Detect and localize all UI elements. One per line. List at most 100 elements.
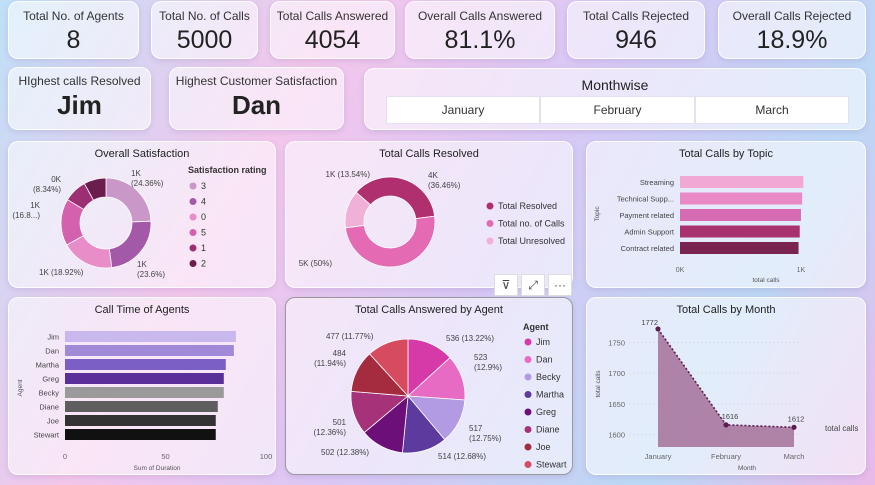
legend-item-agent[interactable]: Greg xyxy=(536,407,556,417)
data-point[interactable] xyxy=(791,424,797,430)
legend-item-rating[interactable]: 5 xyxy=(201,228,206,238)
satisfaction-donut-chart: 1K (24.36%) 1K (23.6%) 1K (18.92%) 1K (16.8...… xyxy=(12,165,266,279)
agent-bar[interactable] xyxy=(65,373,224,384)
slice-resolved-1[interactable] xyxy=(344,215,436,268)
category-label: Admin Support xyxy=(624,228,675,237)
legend-item-rating[interactable]: 1 xyxy=(201,243,206,253)
kpi-value: 8 xyxy=(66,26,81,54)
kpi-value: 5000 xyxy=(176,26,233,54)
data-label: 1K (13.54%) xyxy=(326,170,371,179)
kpi-value: 81.1% xyxy=(444,26,516,54)
slicer-option-march[interactable]: March xyxy=(695,96,849,124)
category-label: Contract related xyxy=(621,244,674,253)
filter-icon[interactable]: ⊽ xyxy=(494,274,518,296)
agent-bar[interactable] xyxy=(65,401,218,412)
focus-mode-icon[interactable]: ⤢ xyxy=(521,274,545,296)
data-label: 523 (12.9%) xyxy=(474,353,502,372)
kpi-label: Overall Calls Answered xyxy=(417,9,543,23)
legend-item-resolved[interactable]: Total Unresolved xyxy=(498,236,565,246)
topic-bar[interactable] xyxy=(680,242,799,254)
legend-item-rating[interactable]: 3 xyxy=(201,181,206,191)
legend-item-resolved[interactable]: Total no. of Calls xyxy=(498,219,565,229)
data-point[interactable] xyxy=(723,422,729,428)
agent-bar[interactable] xyxy=(65,429,216,440)
calls-by-topic-panel: Total Calls by Topic Streaming Technical … xyxy=(586,141,866,288)
data-label: 514 (12.68%) xyxy=(438,452,486,461)
legend-item-rating[interactable]: 2 xyxy=(201,259,206,269)
legend-marker xyxy=(524,426,532,433)
legend-item-agent[interactable]: Diane xyxy=(536,425,560,435)
legend-item-agent[interactable]: Dan xyxy=(536,355,553,365)
kpi-value: 18.9% xyxy=(756,26,828,54)
y-axis-label: Agent xyxy=(17,379,24,396)
data-label: 1772 xyxy=(641,318,658,327)
topic-bar[interactable] xyxy=(680,176,804,188)
slicer-option-february[interactable]: February xyxy=(540,96,695,124)
legend-marker xyxy=(524,356,532,363)
answered-by-agent-panel[interactable]: Total Calls Answered by Agent 536 (13.22… xyxy=(285,297,573,475)
slice-resolved-0[interactable] xyxy=(355,176,436,220)
legend-marker xyxy=(189,229,197,236)
slice-rating-5[interactable] xyxy=(83,177,107,201)
agent-bar[interactable] xyxy=(65,359,226,370)
data-label: 4K (36.46%) xyxy=(428,171,461,190)
kpi-card-rejected: Total Calls Rejected 946 xyxy=(567,1,705,59)
topic-bar[interactable] xyxy=(680,192,803,205)
topic-bar[interactable] xyxy=(680,225,800,238)
kpi-card-overall-rejected: Overall Calls Rejected 18.9% xyxy=(718,1,866,59)
agent-pie-chart: 536 (13.22%) 523 (12.9%) 517 (12.75%) 514 (12… xyxy=(314,322,567,470)
legend-item-agent[interactable]: Stewart xyxy=(536,460,567,470)
data-label: 1K (16.8...) xyxy=(12,201,40,220)
kpi-label: Overall Calls Rejected xyxy=(732,9,852,23)
legend-marker xyxy=(189,244,197,252)
x-tick: 0K xyxy=(676,267,685,274)
legend-item-agent[interactable]: Joe xyxy=(536,442,551,452)
legend-item-rating[interactable]: 4 xyxy=(201,197,206,207)
data-label: 1612 xyxy=(788,414,805,423)
legend-item-agent[interactable]: Becky xyxy=(536,372,561,382)
data-label: 1K (18.92%) xyxy=(39,268,84,277)
topic-bar[interactable] xyxy=(680,209,801,221)
y-tick: 1700 xyxy=(608,369,625,378)
legend-marker xyxy=(524,338,532,346)
category-label: Stewart xyxy=(34,431,60,440)
agent-bar[interactable] xyxy=(65,415,216,426)
data-point[interactable] xyxy=(655,326,661,332)
data-label: 502 (12.38%) xyxy=(321,448,369,457)
panel-title: Call Time of Agents xyxy=(94,304,190,316)
legend-item-rating[interactable]: 0 xyxy=(201,212,206,222)
agent-bar[interactable] xyxy=(65,387,224,398)
agent-bar[interactable] xyxy=(65,345,234,356)
x-tick: 0 xyxy=(63,452,67,461)
category-label: Streaming xyxy=(640,178,674,187)
legend-marker xyxy=(189,182,197,190)
y-tick: 1600 xyxy=(608,431,625,440)
agent-bar[interactable] xyxy=(65,331,236,342)
legend-marker xyxy=(524,461,532,468)
kpi-card-calls: Total No. of Calls 5000 xyxy=(151,1,258,59)
legend-item-agent[interactable]: Martha xyxy=(536,390,564,400)
overall-satisfaction-panel: Overall Satisfaction 1K (24.36%) 1K (23.6%)… xyxy=(8,141,276,288)
data-label: 5K (50%) xyxy=(299,259,333,268)
x-axis-label: Month xyxy=(738,465,756,472)
legend-marker xyxy=(189,213,197,221)
legend-item-resolved[interactable]: Total Resolved xyxy=(498,201,557,211)
legend-item-agent[interactable]: Jim xyxy=(536,337,550,347)
category-label: Martha xyxy=(36,361,60,370)
x-axis-label: Sum of Duration xyxy=(134,465,181,472)
resolved-donut-chart: 4K (36.46%) 5K (50%) 1K (13.54%) Total Reso… xyxy=(299,170,565,268)
slicer-option-january[interactable]: January xyxy=(386,96,540,124)
slice-agent-7[interactable] xyxy=(369,338,409,398)
more-options-icon[interactable]: ··· xyxy=(548,274,572,296)
panel-title: Total Calls Resolved xyxy=(379,148,479,160)
category-label: Payment related xyxy=(619,211,674,220)
month-area-chart: 1600 1650 1700 1750 January February March 177… xyxy=(595,318,858,472)
monthwise-slicer: Monthwise January February March xyxy=(364,68,866,130)
highlight-card-satisfaction: Highest Customer Satisfaction Dan xyxy=(169,67,344,130)
data-label: 517 (12.75%) xyxy=(469,424,502,443)
y-axis-label: total calls xyxy=(595,370,602,398)
legend-marker xyxy=(486,202,494,210)
legend-marker xyxy=(189,198,197,205)
legend-label: total calls xyxy=(825,424,858,433)
slice-resolved-2[interactable] xyxy=(344,191,372,229)
